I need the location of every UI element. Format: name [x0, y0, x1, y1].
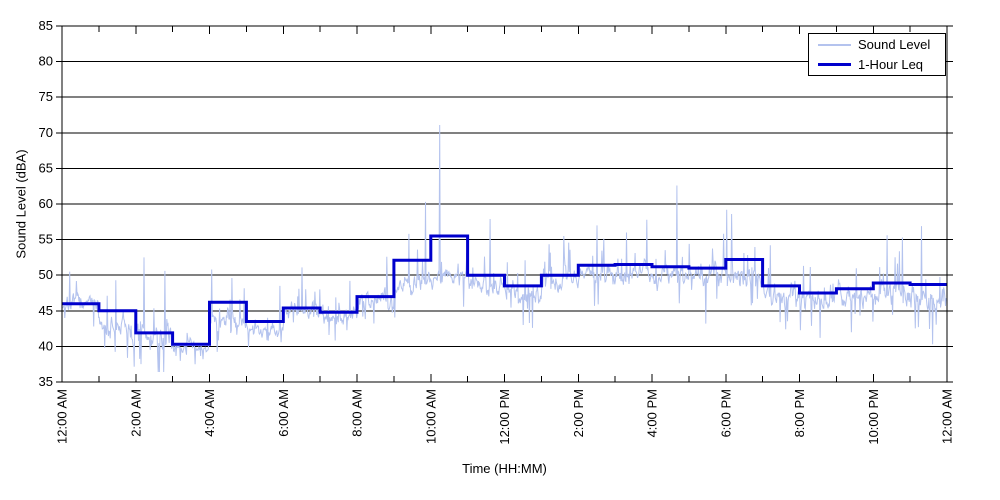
- svg-text:10:00 PM: 10:00 PM: [866, 389, 881, 445]
- legend-label-sound-level: Sound Level: [858, 37, 931, 52]
- svg-text:4:00 PM: 4:00 PM: [645, 389, 660, 437]
- gridlines: [62, 25, 947, 383]
- svg-text:85: 85: [39, 18, 53, 33]
- svg-text:12:00 AM: 12:00 AM: [940, 389, 955, 444]
- svg-text:6:00 PM: 6:00 PM: [718, 389, 733, 437]
- svg-text:2:00 PM: 2:00 PM: [571, 389, 586, 437]
- svg-text:12:00 AM: 12:00 AM: [55, 389, 70, 444]
- leq-step-line: [62, 234, 947, 346]
- svg-text:75: 75: [39, 89, 53, 104]
- svg-text:65: 65: [39, 160, 53, 175]
- svg-text:10:00 AM: 10:00 AM: [423, 389, 438, 444]
- svg-text:45: 45: [39, 303, 53, 318]
- x-tick-labels: 12:00 AM 2:00 AM 4:00 AM 6:00 AM 8:00 AM 10:0…: [55, 389, 955, 445]
- svg-text:4:00 AM: 4:00 AM: [202, 389, 217, 437]
- svg-text:80: 80: [39, 54, 53, 69]
- y-axis-title: Sound Level (dBA): [13, 149, 29, 259]
- legend-label-1-hour-leq: 1-Hour Leq: [858, 57, 924, 72]
- leq-line-swatch: [818, 63, 851, 66]
- svg-text:8:00 AM: 8:00 AM: [350, 389, 365, 437]
- legend-item-sound-level: Sound Level: [809, 37, 945, 53]
- svg-text:35: 35: [39, 374, 53, 389]
- svg-text:6:00 AM: 6:00 AM: [276, 389, 291, 437]
- svg-text:55: 55: [39, 232, 53, 247]
- svg-text:12:00 PM: 12:00 PM: [497, 389, 512, 445]
- svg-text:60: 60: [39, 196, 53, 211]
- x-axis-title: Time (HH:MM): [462, 461, 547, 476]
- sound-level-trace: [61, 124, 948, 373]
- legend: Sound Level 1-Hour Leq: [808, 33, 946, 76]
- svg-text:2:00 AM: 2:00 AM: [128, 389, 143, 437]
- sound-level-line-swatch: [818, 43, 851, 46]
- svg-text:40: 40: [39, 338, 53, 353]
- plot-border: [61, 25, 948, 383]
- svg-text:50: 50: [39, 267, 53, 282]
- y-tick-labels: 35 40 45 50 55 60 65 70 75 80 85: [39, 18, 53, 389]
- svg-text:8:00 PM: 8:00 PM: [792, 389, 807, 437]
- legend-item-1-hour-leq: 1-Hour Leq: [809, 57, 945, 73]
- svg-text:70: 70: [39, 125, 53, 140]
